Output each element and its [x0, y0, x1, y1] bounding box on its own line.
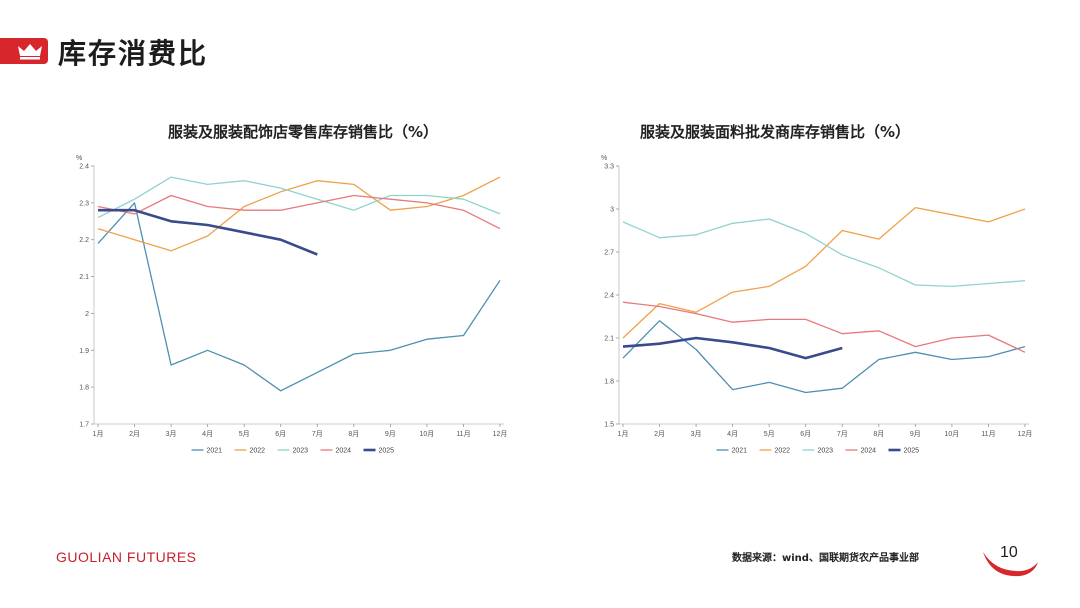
x-tick-label: 2月: [654, 430, 665, 438]
series-line-2022: [97, 176, 501, 252]
x-tick-label: 10月: [945, 430, 960, 438]
y-tick-label: 2.4: [79, 164, 89, 171]
page-number: 10: [1000, 544, 1018, 561]
x-tick-label: 1月: [618, 430, 629, 438]
y-tick-label: 2.2: [79, 237, 89, 244]
x-tick-label: 6月: [800, 430, 811, 438]
series-line-2025: [622, 336, 843, 360]
page-swoosh-decoration: [983, 552, 1038, 577]
x-tick-label: 5月: [764, 430, 775, 438]
series-line-2024: [97, 194, 501, 230]
wholesale-inventory-chart: % 1.5 1.8 2.1 2.4 2.7 3 3.3 1月 2月 3月 4月 5月 6月 7月 8月 9月 10…: [601, 155, 1033, 455]
x-tick-label: 3月: [166, 430, 177, 438]
legend-label-2023: 2023: [818, 448, 834, 455]
y-tick-label: 2.3: [79, 200, 89, 207]
series-line-2024: [622, 301, 1026, 353]
x-tick-label: 3月: [691, 430, 702, 438]
legend-label-2021: 2021: [732, 448, 748, 455]
data-source: 数据来源：wind、国联期货农产品事业部: [732, 553, 919, 564]
legend-label-2024: 2024: [861, 448, 877, 455]
x-tick-label: 11月: [981, 430, 995, 438]
x-tick-label: 9月: [910, 430, 921, 438]
y-tick-label: 3.3: [604, 164, 614, 171]
legend-label-2021: 2021: [207, 448, 223, 455]
y-tick-label: 1.5: [604, 422, 614, 429]
y-tick-label: 1.7: [79, 422, 89, 429]
series-line-2023: [97, 176, 501, 219]
x-tick-label: 4月: [727, 430, 738, 438]
x-tick-label: 7月: [837, 430, 848, 438]
crown-icon: [18, 44, 42, 60]
legend-label-2025: 2025: [379, 448, 395, 455]
x-tick-label: 2月: [129, 430, 140, 438]
x-tick-label: 6月: [275, 430, 286, 438]
series-line-2022: [622, 206, 1026, 339]
legend-label-2024: 2024: [336, 448, 352, 455]
series-line-2023: [622, 218, 1026, 288]
page-title: 库存消费比: [58, 37, 209, 70]
legend-label-2023: 2023: [293, 448, 309, 455]
x-tick-label: 8月: [348, 430, 359, 438]
y-tick-label: 2: [85, 311, 89, 318]
brand-logo-text: GUOLIAN FUTURES: [56, 549, 197, 565]
x-tick-label: 10月: [420, 430, 435, 438]
y-unit-label: %: [76, 155, 82, 162]
x-tick-label: 7月: [312, 430, 323, 438]
legend-label-2022: 2022: [775, 448, 791, 455]
x-tick-label: 1月: [93, 430, 104, 438]
legend-label-2025: 2025: [904, 448, 920, 455]
series-line-2025: [98, 208, 318, 256]
x-tick-label: 5月: [239, 430, 250, 438]
legend-label-2022: 2022: [250, 448, 266, 455]
y-tick-label: 2.4: [604, 293, 614, 300]
y-tick-label: 2.7: [604, 250, 614, 257]
chart-title-wholesale: 服装及服装面料批发商库存销售比（%）: [640, 123, 911, 141]
y-tick-label: 1.8: [79, 385, 89, 392]
y-tick-label: 2.1: [79, 274, 89, 281]
x-tick-label: 4月: [202, 430, 213, 438]
x-tick-label: 9月: [385, 430, 396, 438]
series-line-2021: [97, 202, 501, 392]
y-tick-label: 3: [610, 207, 614, 214]
y-tick-label: 2.1: [604, 336, 614, 343]
x-tick-label: 8月: [873, 430, 884, 438]
x-tick-label: 11月: [456, 430, 470, 438]
x-tick-label: 12月: [493, 430, 508, 438]
y-tick-label: 1.8: [604, 379, 614, 386]
y-unit-label: %: [601, 155, 607, 162]
x-tick-label: 12月: [1018, 430, 1033, 438]
series-line-2021: [622, 320, 1026, 394]
chart-title-retail: 服装及服装配饰店零售库存销售比（%）: [168, 123, 439, 141]
retail-inventory-chart: % 1.7 1.8 1.9 2 2.1 2.2 2.3 2.4 1月 2月 3月 4月 5月 6月 7月 8月 9…: [76, 155, 508, 455]
y-tick-label: 1.9: [79, 348, 89, 355]
